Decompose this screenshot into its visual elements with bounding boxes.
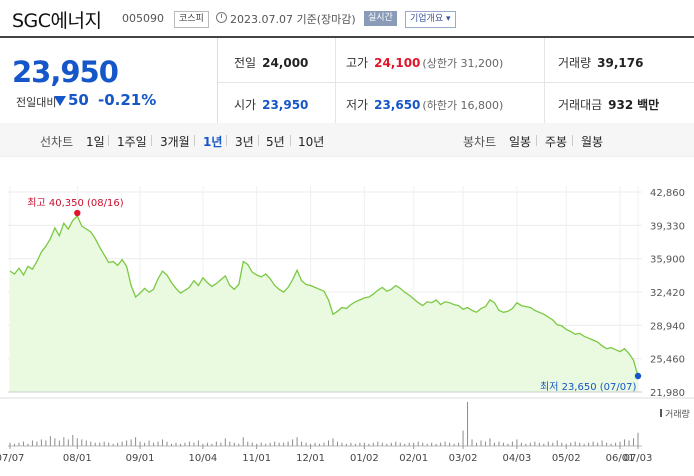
high-marker xyxy=(74,209,81,217)
stat-unit: 백만 xyxy=(637,98,660,112)
toolbar-divider xyxy=(258,135,259,146)
stat-amount: 거래대금 932 백만 xyxy=(558,96,659,113)
candle-daily[interactable]: 일봉 xyxy=(509,135,532,149)
company-overview-dropdown[interactable]: 기업개요 ▾ xyxy=(405,11,456,28)
y-tick-label: 21,980 xyxy=(650,388,685,399)
y-tick-label: 28,940 xyxy=(650,321,685,332)
y-tick-label: 25,460 xyxy=(650,355,685,366)
x-tick-label: 09/01 xyxy=(126,453,155,464)
stat-divider xyxy=(335,38,336,124)
stat-value: 23,950 xyxy=(262,98,309,112)
stat-prev-close: 전일 24,000 xyxy=(234,54,308,71)
price-line xyxy=(9,214,639,377)
change-label: 전일대비 xyxy=(16,96,57,109)
toolbar-divider xyxy=(536,135,537,146)
realtime-button[interactable]: 실시간 xyxy=(364,11,397,26)
x-tick-label: 05/02 xyxy=(552,453,581,464)
lower-limit: (하한가 16,800) xyxy=(422,99,504,112)
candle-monthly[interactable]: 월봉 xyxy=(581,135,604,149)
toolbar-divider xyxy=(151,135,152,146)
x-tick-label: 11/01 xyxy=(242,453,271,464)
stat-row-2: 시가 23,950 저가 23,650 (하한가 16,800) 거래대금 932 백만 xyxy=(218,84,694,124)
stock-name: SGC에너지 xyxy=(12,10,102,32)
stat-high: 고가 24,100 (상한가 31,200) xyxy=(346,54,503,71)
upper-limit: (상한가 31,200) xyxy=(422,57,504,70)
stat-row-divider xyxy=(218,82,694,83)
period-3m[interactable]: 3개월 xyxy=(160,135,190,149)
price-summary: 23,950 전일대비 50 -0.21% 전일 24,000 고가 24,100(… xyxy=(0,36,694,125)
current-price: 23,950 xyxy=(12,55,119,89)
change-percent: -0.21% xyxy=(98,91,157,109)
x-tick-label: 10/04 xyxy=(188,453,217,464)
low-marker xyxy=(634,372,642,380)
x-tick-label: 01/02 xyxy=(350,453,379,464)
stat-low: 저가 23,650 (하한가 16,800) xyxy=(346,96,503,113)
current-price-panel: 23,950 전일대비 50 -0.21% xyxy=(0,38,218,124)
toolbar-divider xyxy=(108,135,109,146)
stat-label: 저가 xyxy=(346,98,369,112)
stock-header: SGC에너지 005090 코스피 2023.07.07 기준(장마감) 실시간… xyxy=(0,0,694,36)
price-chart: 42,860 39,330 35,900 32,420 28,940 25,460 21,9… xyxy=(0,156,694,464)
stat-open: 시가 23,950 xyxy=(234,96,308,113)
volume-legend-icon xyxy=(660,409,662,417)
stat-value: 39,176 xyxy=(597,56,644,70)
x-tick-label: 12/01 xyxy=(296,453,325,464)
x-tick-label: 04/03 xyxy=(502,453,531,464)
toolbar-divider xyxy=(572,135,573,146)
stat-volume: 거래량 39,176 xyxy=(558,54,643,71)
x-tick-label: 03/02 xyxy=(449,453,478,464)
stat-label: 시가 xyxy=(234,98,257,112)
chart-toolbar: 선차트 1일 1주일 3개월 1년 3년 5년 10년 봉차트 일봉 주봉 월봉 xyxy=(0,123,694,157)
toolbar-divider xyxy=(194,135,195,146)
period-1d[interactable]: 1일 xyxy=(86,135,105,149)
y-tick-label: 42,860 xyxy=(650,188,685,199)
y-tick-label: 39,330 xyxy=(650,221,685,232)
candle-weekly[interactable]: 주봉 xyxy=(545,135,568,149)
toolbar-divider xyxy=(226,135,227,146)
period-5y[interactable]: 5년 xyxy=(266,135,285,149)
down-triangle-icon xyxy=(54,96,66,106)
stat-label: 고가 xyxy=(346,56,369,70)
stat-label: 거래대금 xyxy=(558,98,603,112)
x-tick-label: 08/01 xyxy=(63,453,92,464)
low-annotation: 최저 23,650 (07/07) xyxy=(540,381,636,393)
stat-value: 24,000 xyxy=(262,56,309,70)
candle-chart-label: 봉차트 xyxy=(463,135,497,149)
high-annotation: 최고 40,350 (08/16) xyxy=(27,197,123,209)
stat-label: 거래량 xyxy=(558,56,592,70)
price-area xyxy=(10,216,638,392)
line-chart-label: 선차트 xyxy=(40,135,74,149)
as-of-date: 2023.07.07 기준(장마감) xyxy=(230,13,356,26)
stat-value: 23,650 xyxy=(374,98,421,112)
x-tick-label: 07/07 xyxy=(0,453,24,464)
stat-label: 전일 xyxy=(234,56,257,70)
period-3y[interactable]: 3년 xyxy=(235,135,254,149)
stock-code: 005090 xyxy=(122,12,164,25)
toolbar-divider xyxy=(290,135,291,146)
stat-value: 24,100 xyxy=(374,56,421,70)
y-tick-label: 32,420 xyxy=(650,288,685,299)
stat-row-1: 전일 24,000 고가 24,100 (상한가 31,200) 거래량 39,176 xyxy=(218,42,694,82)
period-10y[interactable]: 10년 xyxy=(298,135,325,149)
stat-value: 932 xyxy=(608,98,634,112)
market-badge: 코스피 xyxy=(174,11,209,28)
period-1w[interactable]: 1주일 xyxy=(117,135,147,149)
period-1y[interactable]: 1년 xyxy=(203,135,223,149)
clock-icon xyxy=(216,12,227,23)
x-tick-label: 06/01 xyxy=(606,453,635,464)
change-amount: 50 xyxy=(68,91,89,109)
x-tick-label: 02/01 xyxy=(399,453,428,464)
volume-label: 거래량 xyxy=(665,408,690,420)
stat-divider xyxy=(544,38,545,124)
x-tick-label: 07/03 xyxy=(624,453,653,464)
y-tick-label: 35,900 xyxy=(650,255,685,266)
